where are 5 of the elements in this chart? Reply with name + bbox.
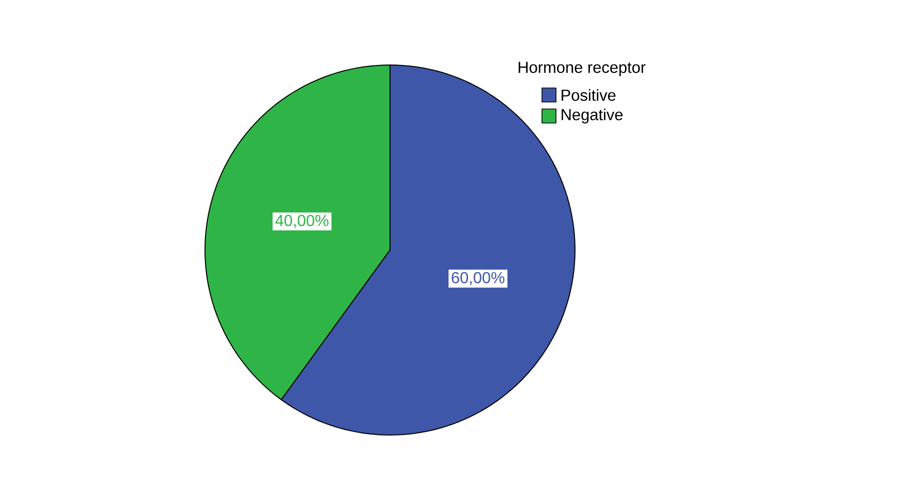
- data-label: 60,00%: [452, 272, 504, 286]
- legend-label: Negative: [562, 108, 623, 124]
- data-label: 40,00%: [275, 214, 328, 228]
- legend-title: Hormone receptor: [518, 62, 646, 76]
- legend-label: Positive: [562, 89, 616, 101]
